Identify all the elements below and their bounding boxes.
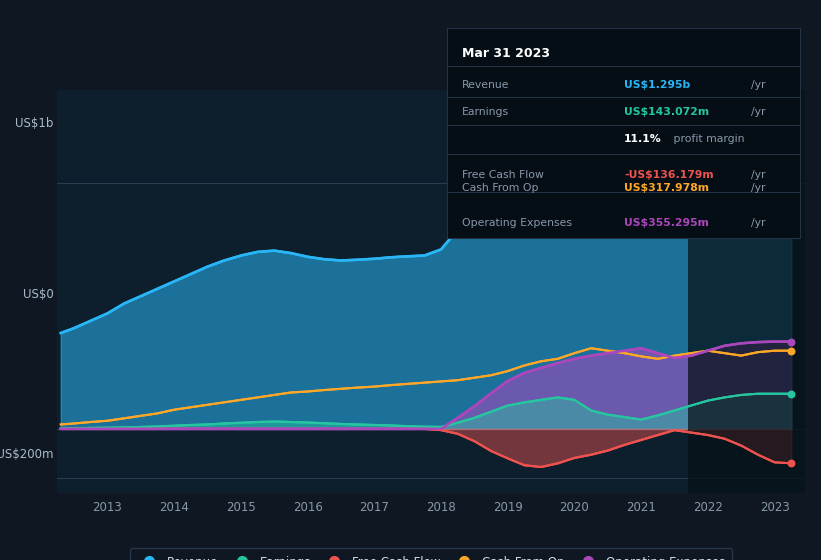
Text: Operating Expenses: Operating Expenses [461, 218, 571, 228]
Text: -US$136.179m: -US$136.179m [624, 170, 713, 180]
Text: /yr: /yr [751, 107, 765, 117]
Text: /yr: /yr [751, 80, 765, 90]
Text: US$1b: US$1b [16, 118, 53, 130]
Text: Earnings: Earnings [461, 107, 509, 117]
Text: Mar 31 2023: Mar 31 2023 [461, 46, 549, 60]
Text: -US$200m: -US$200m [0, 448, 53, 461]
Point [785, 102, 798, 111]
Text: Cash From Op: Cash From Op [461, 183, 538, 193]
Text: profit margin: profit margin [670, 134, 745, 144]
Point [785, 389, 798, 398]
Text: US$355.295m: US$355.295m [624, 218, 709, 228]
Text: /yr: /yr [751, 170, 765, 180]
Legend: Revenue, Earnings, Free Cash Flow, Cash From Op, Operating Expenses: Revenue, Earnings, Free Cash Flow, Cash … [130, 548, 732, 560]
Point [785, 337, 798, 346]
Text: US$0: US$0 [23, 287, 53, 301]
Text: US$1.295b: US$1.295b [624, 80, 690, 90]
Bar [688, 90, 805, 493]
Text: 11.1%: 11.1% [624, 134, 662, 144]
Text: US$143.072m: US$143.072m [624, 107, 709, 117]
Text: Free Cash Flow: Free Cash Flow [461, 170, 544, 180]
Text: /yr: /yr [751, 218, 765, 228]
Text: US$317.978m: US$317.978m [624, 183, 709, 193]
Text: /yr: /yr [751, 183, 765, 193]
Text: Revenue: Revenue [461, 80, 509, 90]
Point [785, 459, 798, 468]
Point [785, 346, 798, 355]
